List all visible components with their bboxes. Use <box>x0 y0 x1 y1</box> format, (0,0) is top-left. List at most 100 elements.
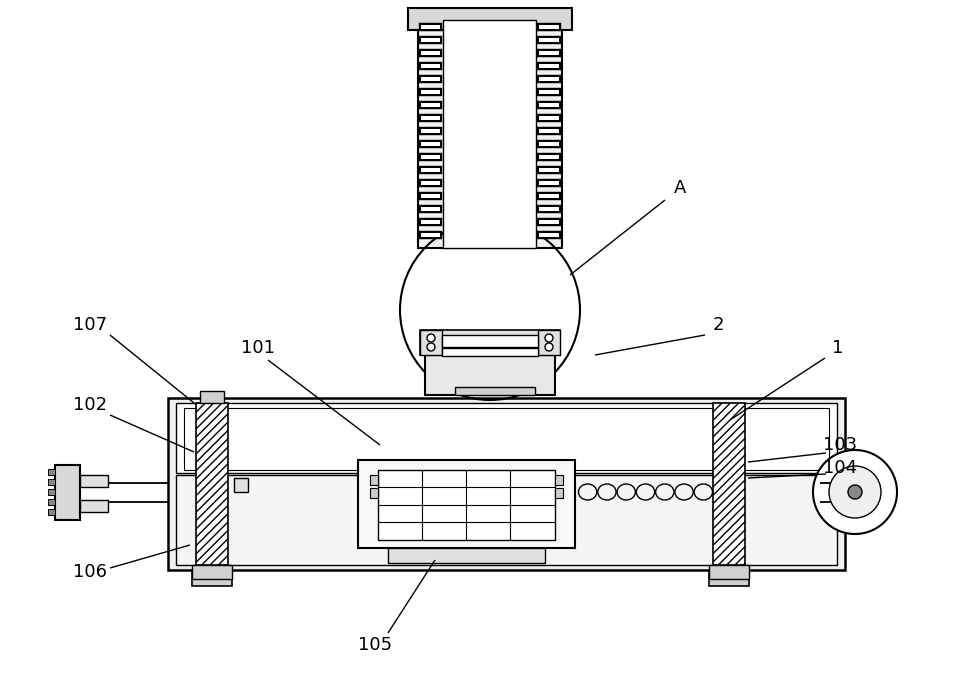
Bar <box>539 77 559 81</box>
Bar <box>55 465 80 520</box>
Bar <box>388 548 545 563</box>
Bar <box>176 475 837 565</box>
Text: 106: 106 <box>73 563 107 581</box>
Bar <box>420 330 560 355</box>
Bar <box>537 88 561 96</box>
Bar <box>713 403 745 565</box>
Text: 2: 2 <box>712 316 724 334</box>
Bar <box>48 479 55 485</box>
Circle shape <box>545 334 553 342</box>
Circle shape <box>848 485 862 499</box>
Bar <box>48 509 55 515</box>
Bar <box>192 565 232 579</box>
Bar <box>539 168 559 172</box>
Bar <box>370 488 378 498</box>
Bar <box>419 140 442 148</box>
Text: 104: 104 <box>823 459 857 477</box>
Bar <box>48 499 55 505</box>
Bar <box>537 218 561 226</box>
Text: 102: 102 <box>73 396 107 414</box>
Bar <box>421 194 440 198</box>
Bar <box>539 233 559 237</box>
Bar <box>419 36 442 44</box>
Bar <box>419 49 442 57</box>
Bar <box>538 330 560 355</box>
Bar <box>539 90 559 94</box>
Bar <box>537 75 561 83</box>
Bar <box>48 469 55 475</box>
Bar <box>709 570 749 586</box>
Bar <box>421 220 440 224</box>
Bar <box>419 218 442 226</box>
Bar <box>378 470 555 540</box>
Bar <box>421 25 440 29</box>
Bar <box>537 23 561 31</box>
Bar <box>539 194 559 198</box>
Bar <box>455 387 535 395</box>
Circle shape <box>545 343 553 351</box>
Bar <box>421 207 440 211</box>
Bar <box>408 8 572 30</box>
Bar <box>421 129 440 133</box>
Bar <box>421 77 440 81</box>
Bar <box>539 64 559 68</box>
Bar <box>537 153 561 161</box>
Bar <box>537 127 561 135</box>
Bar <box>537 49 561 57</box>
Text: 105: 105 <box>357 636 393 654</box>
Bar <box>358 460 575 548</box>
Text: 101: 101 <box>241 339 275 357</box>
Bar <box>196 403 228 565</box>
Bar <box>537 101 561 109</box>
Circle shape <box>427 334 435 342</box>
Bar <box>419 114 442 122</box>
Bar <box>709 565 749 579</box>
Bar <box>537 36 561 44</box>
Bar <box>419 62 442 70</box>
Bar <box>425 355 555 395</box>
Bar <box>419 101 442 109</box>
Bar <box>537 192 561 200</box>
Bar <box>370 475 378 485</box>
Bar <box>419 127 442 135</box>
Bar <box>419 179 442 187</box>
Bar <box>421 155 440 159</box>
Circle shape <box>813 450 897 534</box>
Bar <box>421 103 440 107</box>
Bar <box>443 20 536 248</box>
Bar <box>419 166 442 174</box>
Bar <box>539 129 559 133</box>
Bar <box>539 103 559 107</box>
Bar <box>419 75 442 83</box>
Bar <box>539 181 559 185</box>
Bar <box>442 348 538 356</box>
Bar <box>421 142 440 146</box>
Bar <box>539 155 559 159</box>
Bar <box>419 23 442 31</box>
Bar <box>539 142 559 146</box>
Bar <box>184 408 829 470</box>
Bar <box>168 398 845 570</box>
Bar <box>421 38 440 42</box>
Bar <box>537 205 561 213</box>
Bar <box>419 88 442 96</box>
Text: 1: 1 <box>833 339 843 357</box>
Bar <box>421 116 440 120</box>
Bar <box>555 488 563 498</box>
Bar <box>539 38 559 42</box>
Bar <box>537 166 561 174</box>
Bar <box>48 489 55 495</box>
Bar <box>421 51 440 55</box>
Bar <box>537 114 561 122</box>
Bar <box>537 140 561 148</box>
Circle shape <box>427 343 435 351</box>
Bar <box>539 220 559 224</box>
Circle shape <box>829 466 881 518</box>
Bar <box>176 403 837 473</box>
Bar <box>192 570 232 586</box>
Bar <box>418 15 562 248</box>
Bar <box>539 25 559 29</box>
Bar <box>419 205 442 213</box>
Bar <box>539 207 559 211</box>
Bar <box>537 62 561 70</box>
